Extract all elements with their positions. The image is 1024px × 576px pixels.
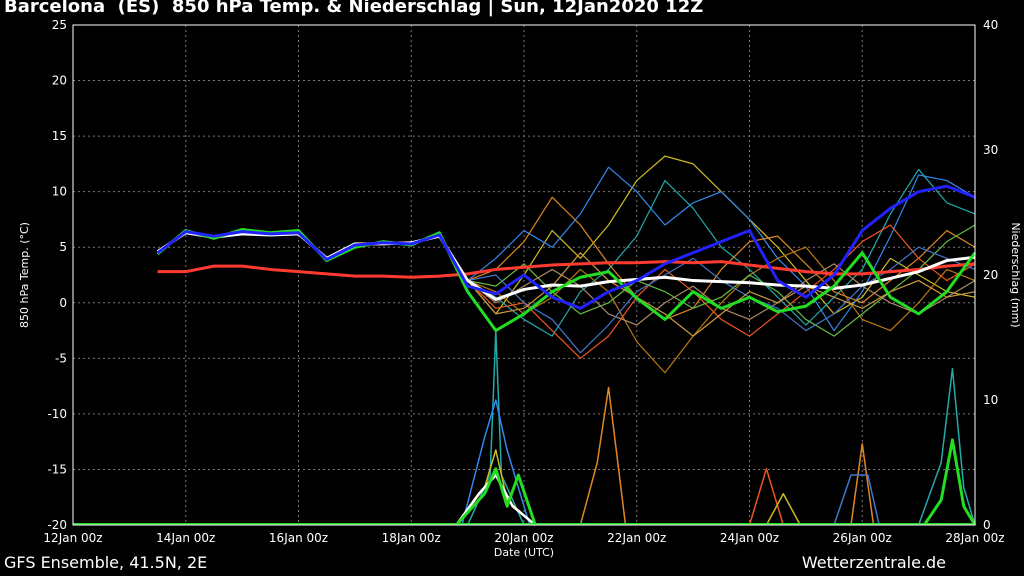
temp-line [467,263,976,326]
precip-line [850,443,875,526]
precip-line [923,438,977,526]
x-tick-label: 28Jan 00z [945,531,1004,545]
axes: -20 -15 -10 -5 0 5 10 15 20 25 12Jan 00z 14Jan 00z 1… [18,18,1022,559]
temp-line [156,184,976,310]
x-tick-label: 12Jan 00z [43,531,102,545]
plot-frame [72,24,976,526]
x-tick-label: 14Jan 00z [156,531,215,545]
source-credit: Wetterzentrale.de [801,553,946,572]
x-axis-label: Date (UTC) [494,546,554,559]
y-tick-label: 0 [59,296,67,310]
y-tick-label: 25 [52,18,67,32]
y-tick-label: 10 [52,185,67,199]
temp-line [467,166,976,332]
y-axis-label: 850 hPa Temp. (°C) [18,222,31,328]
x-tick-label: 24Jan 00z [720,531,779,545]
y-tick-label: -15 [47,462,67,476]
temp-line [157,260,976,279]
x-tick-label: 22Jan 00z [607,531,666,545]
chart-title: Barcelona (ES) 850 hPa Temp. & Niedersch… [4,0,704,17]
x-tick-label: 16Jan 00z [269,531,328,545]
x-tick-label: 26Jan 00z [833,531,892,545]
y-tick-label: -5 [55,351,67,365]
precip-line [748,468,785,526]
precip-line [461,399,531,526]
x-tick-label: 18Jan 00z [382,531,441,545]
temp-line [156,227,977,333]
y-tick-label: 20 [52,74,67,88]
x-tick-label: 20Jan 00z [494,531,553,545]
model-info: GFS Ensemble, 41.5N, 2E [4,553,208,572]
temp-line [467,224,976,359]
y-tick-label: -10 [47,407,67,421]
y2-axis-label: Niederschlag (mm) [1009,222,1022,327]
precip-line [455,467,537,527]
y-tick-label: 5 [59,240,67,254]
y2-tick-label: 0 [983,518,991,532]
precip-line [455,473,537,526]
y2-tick-label: 10 [983,393,998,407]
y2-tick-label: 30 [983,143,998,157]
y-tick-label: 15 [52,129,67,143]
precip-line [579,386,627,526]
precip-line [765,493,801,526]
temperature-series [156,155,977,374]
y2-tick-label: 20 [983,268,998,282]
temp-line [467,168,976,337]
temp-line [467,196,976,321]
y-tick-label: -20 [47,518,67,532]
precip-line [917,368,976,526]
precip-line [833,474,880,526]
y2-tick-label: 40 [983,18,998,32]
